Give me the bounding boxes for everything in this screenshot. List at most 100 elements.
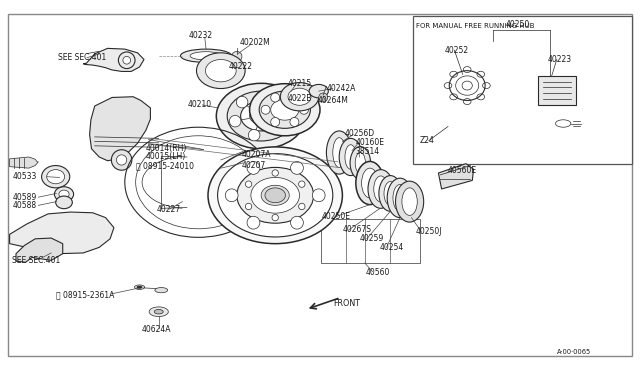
Text: SEE SEC.401: SEE SEC.401: [12, 256, 60, 265]
Text: 40215: 40215: [288, 79, 312, 88]
Circle shape: [118, 52, 135, 68]
Circle shape: [229, 115, 241, 127]
Circle shape: [290, 118, 299, 126]
Text: 40560: 40560: [366, 268, 390, 277]
Circle shape: [111, 150, 132, 170]
Text: 40589: 40589: [13, 193, 37, 202]
Text: 40160E: 40160E: [355, 138, 384, 147]
Text: ⓥ 08915-2361A: ⓥ 08915-2361A: [56, 290, 115, 299]
Ellipse shape: [345, 145, 356, 169]
Circle shape: [291, 161, 303, 174]
Text: 40533: 40533: [13, 172, 37, 181]
Circle shape: [290, 93, 299, 102]
Ellipse shape: [356, 161, 384, 205]
Circle shape: [299, 181, 305, 187]
Text: 40250: 40250: [506, 20, 530, 29]
Ellipse shape: [384, 182, 397, 205]
Circle shape: [291, 216, 303, 229]
Text: 40259: 40259: [360, 234, 384, 243]
Text: 40014(RH): 40014(RH): [146, 144, 188, 153]
Polygon shape: [16, 238, 63, 262]
Polygon shape: [90, 97, 150, 161]
Circle shape: [225, 189, 238, 202]
Ellipse shape: [149, 307, 168, 317]
Ellipse shape: [350, 147, 371, 179]
Polygon shape: [438, 164, 474, 189]
Ellipse shape: [208, 147, 342, 244]
Text: 40015(LH): 40015(LH): [146, 153, 186, 161]
Ellipse shape: [288, 88, 311, 105]
Text: SEE SEC.401: SEE SEC.401: [58, 53, 106, 62]
Ellipse shape: [137, 286, 142, 288]
Circle shape: [272, 214, 278, 221]
Ellipse shape: [216, 83, 306, 149]
Text: Z24: Z24: [419, 136, 434, 145]
Text: 40267S: 40267S: [342, 225, 371, 234]
Circle shape: [245, 203, 252, 210]
Circle shape: [271, 118, 280, 126]
Circle shape: [247, 216, 260, 229]
Text: FOR MANUAL FREE RUNNING HUB: FOR MANUAL FREE RUNNING HUB: [416, 23, 534, 29]
Ellipse shape: [190, 52, 222, 60]
Text: 40210: 40210: [188, 100, 212, 109]
Bar: [413, 16, 632, 164]
Circle shape: [275, 124, 286, 136]
Circle shape: [319, 93, 328, 102]
Text: FRONT: FRONT: [333, 299, 360, 308]
Ellipse shape: [326, 131, 352, 174]
Text: 40223: 40223: [547, 55, 572, 64]
Circle shape: [261, 105, 270, 114]
Ellipse shape: [56, 196, 72, 209]
Ellipse shape: [227, 91, 295, 141]
Circle shape: [272, 170, 278, 176]
Circle shape: [248, 129, 260, 141]
Text: 40624A: 40624A: [142, 325, 172, 334]
Text: 40222: 40222: [229, 62, 253, 71]
Ellipse shape: [265, 188, 285, 203]
Ellipse shape: [237, 167, 314, 223]
Ellipse shape: [154, 310, 163, 314]
Polygon shape: [83, 48, 144, 71]
Text: 4022B: 4022B: [288, 94, 312, 103]
Ellipse shape: [309, 84, 328, 98]
Circle shape: [245, 181, 252, 187]
Text: ⓥ 08915-24010: ⓥ 08915-24010: [136, 161, 195, 170]
Text: 40256D: 40256D: [344, 129, 374, 138]
Ellipse shape: [355, 153, 365, 173]
Ellipse shape: [333, 138, 346, 167]
Ellipse shape: [374, 176, 388, 202]
Polygon shape: [10, 212, 114, 254]
Polygon shape: [10, 157, 38, 168]
Circle shape: [123, 57, 131, 64]
Ellipse shape: [196, 53, 245, 89]
Circle shape: [282, 105, 293, 117]
Text: 40207A: 40207A: [242, 150, 271, 159]
Circle shape: [300, 105, 308, 114]
Ellipse shape: [241, 101, 282, 131]
Ellipse shape: [402, 188, 417, 215]
Text: 40250E: 40250E: [322, 212, 351, 221]
Ellipse shape: [218, 154, 333, 237]
Circle shape: [236, 96, 248, 108]
Ellipse shape: [180, 49, 232, 62]
Ellipse shape: [271, 99, 299, 120]
Text: 40227: 40227: [156, 205, 180, 214]
Text: 40264M: 40264M: [318, 96, 349, 105]
Ellipse shape: [393, 185, 407, 211]
Ellipse shape: [379, 176, 402, 211]
Text: 40207: 40207: [242, 161, 266, 170]
Ellipse shape: [250, 108, 273, 124]
Text: 40588: 40588: [13, 201, 37, 210]
Ellipse shape: [387, 178, 413, 218]
Text: 40242A: 40242A: [326, 84, 356, 93]
Ellipse shape: [396, 181, 424, 222]
Ellipse shape: [250, 84, 320, 136]
Ellipse shape: [54, 187, 74, 202]
Circle shape: [271, 93, 280, 102]
Circle shape: [116, 155, 127, 165]
Circle shape: [232, 51, 242, 62]
Circle shape: [262, 91, 274, 103]
Text: 40252: 40252: [445, 46, 469, 55]
Ellipse shape: [134, 285, 145, 289]
Ellipse shape: [205, 60, 236, 82]
